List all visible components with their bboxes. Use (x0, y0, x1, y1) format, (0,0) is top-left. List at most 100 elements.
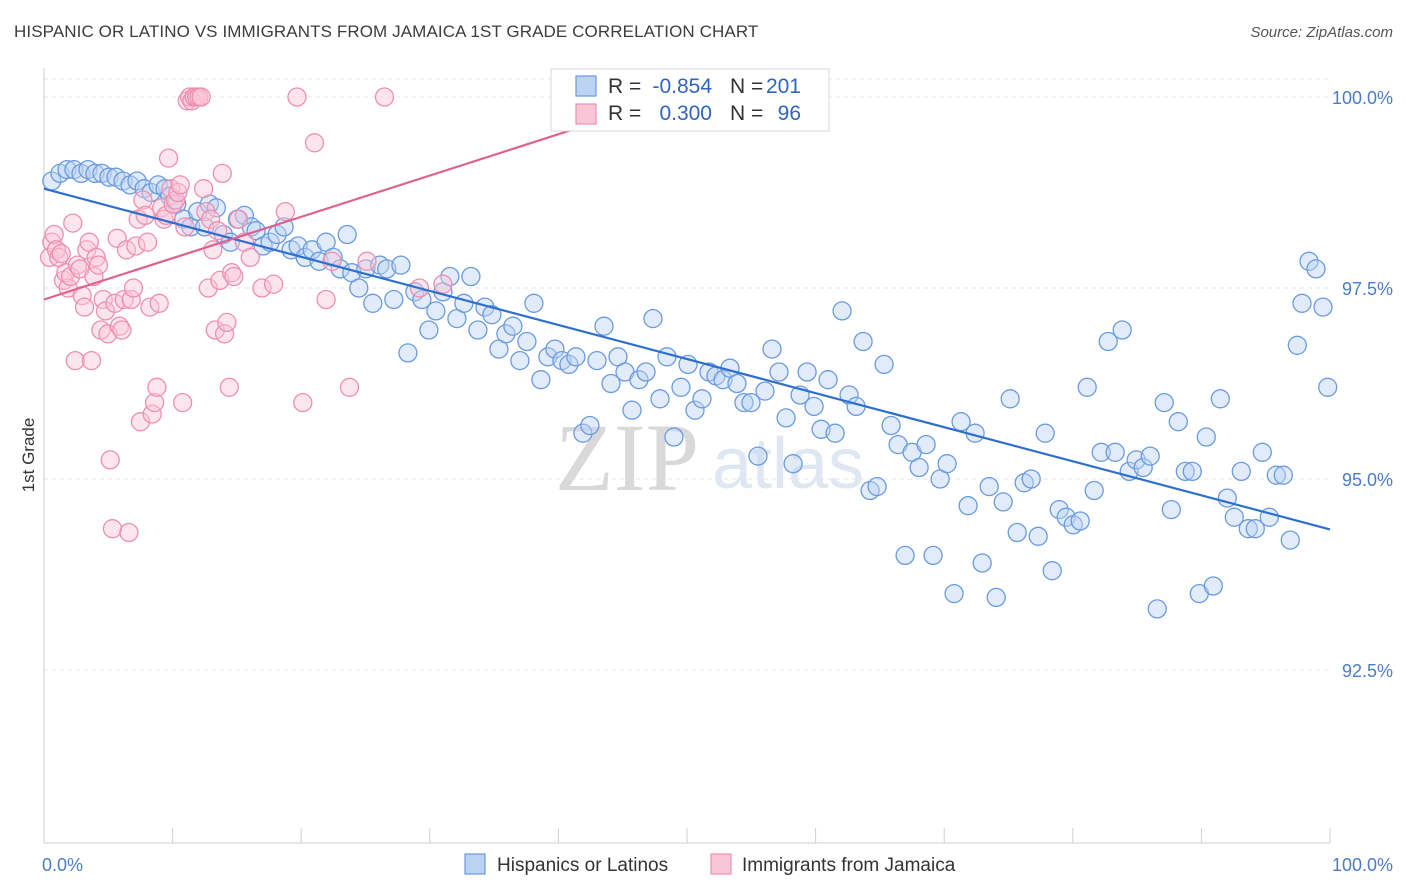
point-1-18 (81, 350, 102, 371)
point-1-2 (44, 224, 64, 245)
point-1-74 (212, 163, 232, 184)
point-1-56 (170, 175, 190, 195)
point-0-163 (1175, 461, 1195, 482)
legend-n-value-1: 96 (778, 102, 801, 125)
point-0-136 (986, 587, 1006, 608)
point-0-58 (440, 266, 460, 287)
point-0-91 (671, 377, 691, 397)
point-0-34 (274, 217, 294, 237)
point-0-47 (363, 293, 383, 313)
point-1-54 (165, 190, 186, 210)
point-0-145 (1049, 499, 1069, 520)
point-0-121 (881, 415, 901, 436)
point-0-166 (1196, 427, 1216, 447)
chart-source: Source: ZipAtlas.com (1250, 24, 1393, 41)
point-0-75 (559, 354, 579, 375)
point-1-93 (374, 87, 395, 107)
point-0-80 (594, 316, 614, 336)
point-0-86 (636, 362, 656, 382)
y-tick-label-2: 95.0% (1342, 470, 1393, 490)
point-0-154 (1112, 320, 1132, 340)
point-0-141 (1021, 469, 1041, 489)
legend-label-jamaica: Immigrants from Jamaica (742, 855, 956, 876)
point-1-76 (217, 312, 237, 333)
point-0-55 (419, 320, 439, 340)
point-0-139 (1007, 522, 1027, 543)
point-0-112 (818, 370, 838, 390)
point-0-99 (727, 373, 747, 394)
point-0-174 (1252, 442, 1272, 462)
point-0-143 (1035, 423, 1055, 443)
point-1-42 (137, 232, 158, 252)
point-0-89 (657, 347, 677, 367)
point-1-77 (219, 377, 239, 397)
point-0-45 (349, 278, 369, 298)
point-1-40 (133, 190, 153, 210)
point-0-135 (979, 476, 999, 497)
point-0-106 (776, 408, 796, 428)
point-1-37 (126, 236, 146, 256)
point-0-120 (874, 354, 894, 375)
point-0-100 (734, 392, 754, 413)
point-1-27 (102, 519, 123, 539)
point-0-153 (1105, 442, 1125, 462)
point-0-102 (748, 446, 768, 466)
point-0-157 (1133, 457, 1153, 478)
point-0-67 (503, 316, 523, 336)
point-0-177 (1273, 465, 1293, 485)
trend-lines (43, 118, 1331, 531)
legend-stats-swatch-hispanic (575, 75, 597, 97)
point-0-172 (1238, 519, 1258, 539)
point-1-88 (304, 133, 325, 153)
point-1-44 (142, 404, 162, 424)
legend-r-label-1: R = (608, 102, 641, 125)
point-0-117 (853, 331, 873, 352)
point-0-61 (461, 266, 481, 287)
point-0-152 (1098, 331, 1118, 352)
point-0-56 (426, 301, 446, 321)
point-0-183 (1313, 297, 1333, 317)
point-1-83 (252, 278, 272, 298)
point-1-39 (130, 412, 151, 432)
trend-line-0 (43, 187, 1331, 531)
point-0-176 (1266, 465, 1286, 485)
trend-line-1 (43, 118, 604, 301)
point-0-173 (1245, 519, 1265, 539)
point-1-79 (224, 266, 244, 287)
point-0-114 (832, 301, 852, 321)
y-tick-label-3: 92.5% (1342, 661, 1393, 681)
point-1-91 (339, 377, 360, 397)
point-0-105 (769, 362, 789, 382)
point-0-62 (468, 320, 488, 340)
point-1-75 (214, 324, 235, 344)
point-0-184 (1318, 377, 1338, 397)
point-1-5 (51, 243, 71, 264)
y-tick-label-0: 100.0% (1332, 88, 1393, 108)
legend-stats-box (550, 68, 830, 132)
legend-n-value-0: 201 (766, 75, 801, 98)
point-1-57 (172, 392, 193, 413)
point-1-26 (100, 450, 120, 470)
point-1-55 (168, 182, 188, 203)
point-0-182 (1306, 259, 1326, 279)
point-0-43 (337, 224, 357, 245)
point-0-170 (1224, 507, 1244, 527)
point-0-148 (1070, 511, 1090, 531)
point-0-94 (692, 389, 712, 409)
point-0-127 (923, 545, 943, 566)
point-0-110 (804, 396, 824, 417)
legend-label-hispanic: Hispanics or Latinos (497, 855, 668, 876)
point-1-65 (191, 87, 211, 107)
point-0-78 (580, 415, 600, 436)
point-0-130 (944, 583, 964, 604)
point-1-82 (240, 247, 260, 268)
point-1-86 (287, 87, 307, 107)
point-0-180 (1292, 293, 1312, 313)
point-1-10 (63, 213, 83, 233)
point-1-92 (357, 251, 377, 271)
point-0-123 (895, 545, 915, 566)
point-0-66 (496, 324, 516, 344)
point-0-132 (958, 496, 978, 516)
legend-n-label-1: N = (730, 102, 763, 125)
